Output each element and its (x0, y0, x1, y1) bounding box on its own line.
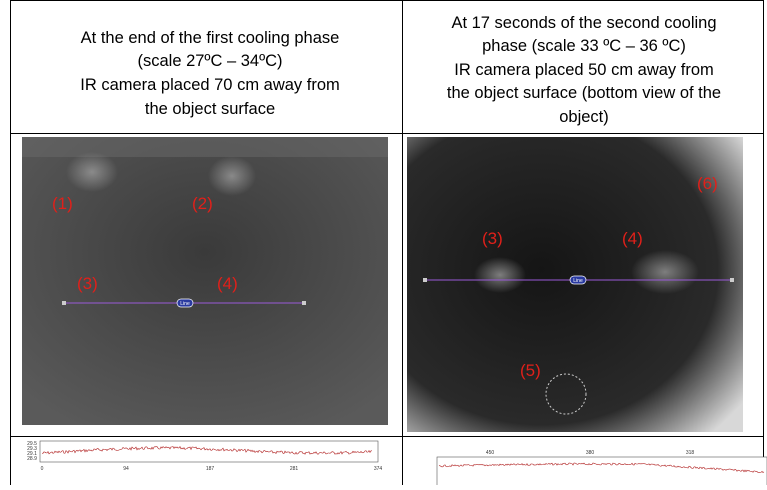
x-tick-label: 187 (206, 466, 215, 472)
region-label: (1) (52, 194, 73, 213)
y-tick-label: 29.1 (27, 451, 37, 457)
y-tick-label: 29.5 (27, 441, 37, 447)
profile-trace (438, 462, 765, 474)
table-grid (10, 0, 764, 490)
region-label: (4) (217, 274, 238, 293)
header-line: IR camera placed 50 cm away from (454, 61, 714, 79)
x-tick-label: 318 (686, 450, 695, 456)
x-tick-label: 0 (41, 466, 44, 472)
region-label: (3) (77, 274, 98, 293)
ir-image-left: Line (1) (2) (3) (4) (22, 137, 388, 425)
header-line: object) (559, 108, 609, 126)
x-tick-label: 281 (290, 466, 299, 472)
y-tick-label: 29.3 (27, 446, 37, 452)
region-label: (5) (520, 361, 541, 380)
header-line: (scale 27ºC – 34ºC) (137, 52, 282, 70)
profile-plot-left: 0 94 187 281 374 29.529.329.128.9 (27, 440, 383, 472)
line-label: Line (573, 278, 583, 284)
profile-plot-right: 450 380 318 (436, 450, 767, 488)
x-tick-label: 94 (123, 466, 129, 472)
y-tick-label: 28.9 (27, 456, 37, 462)
region-label: (2) (192, 194, 213, 213)
header-line: IR camera placed 70 cm away from (80, 76, 340, 94)
region-label: (6) (697, 174, 718, 193)
header-line: At 17 seconds of the second cooling (451, 14, 716, 32)
x-tick-label: 374 (374, 466, 383, 472)
x-tick-label: 380 (586, 450, 595, 456)
header-line: the object surface (bottom view of the (447, 84, 721, 102)
header-line: phase (scale 33 ºC – 36 ºC) (482, 37, 686, 55)
header-line: At the end of the first cooling phase (81, 29, 340, 47)
x-tick-label: 450 (486, 450, 495, 456)
ir-image-right: Line (6) (3) (4) (5) (407, 137, 743, 432)
line-label: Line (180, 301, 190, 307)
header-left: At the end of the first cooling phase (s… (80, 29, 340, 118)
header-line: the object surface (145, 100, 275, 118)
region-label: (3) (482, 229, 503, 248)
region-label: (4) (622, 229, 643, 248)
header-right: At 17 seconds of the second cooling phas… (447, 14, 721, 126)
profile-trace (41, 446, 372, 455)
